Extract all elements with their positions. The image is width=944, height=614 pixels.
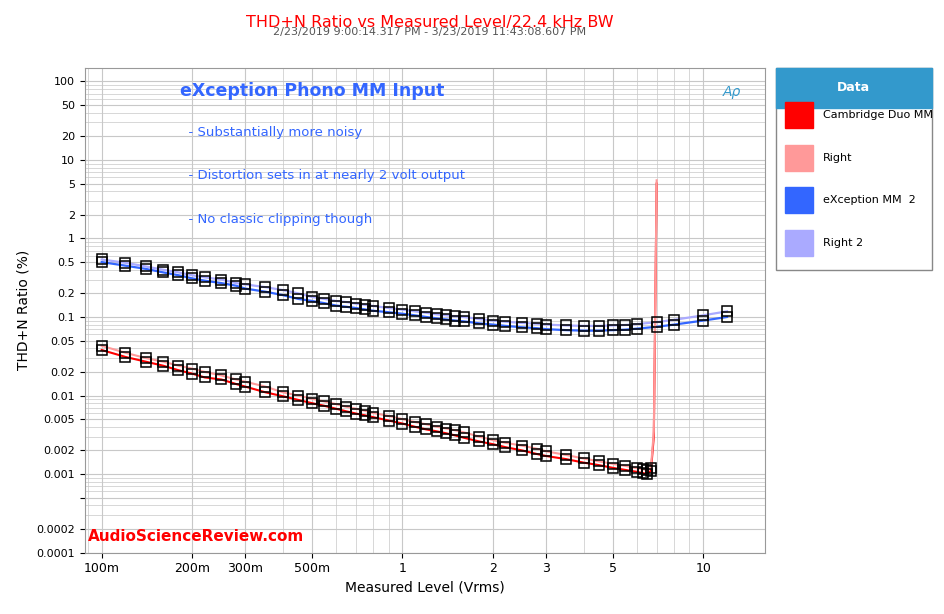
Bar xyxy=(785,230,814,256)
Y-axis label: THD+N Ratio (%): THD+N Ratio (%) xyxy=(17,250,31,370)
Text: - Distortion sets in at nearly 2 volt output: - Distortion sets in at nearly 2 volt ou… xyxy=(180,169,465,182)
Text: THD+N Ratio vs Measured Level/22.4 kHz BW: THD+N Ratio vs Measured Level/22.4 kHz B… xyxy=(245,15,614,30)
Bar xyxy=(776,68,932,108)
Bar xyxy=(785,187,814,214)
Text: 2/23/2019 9:00:14.317 PM - 3/23/2019 11:43:08.607 PM: 2/23/2019 9:00:14.317 PM - 3/23/2019 11:… xyxy=(273,27,586,37)
X-axis label: Measured Level (Vrms): Measured Level (Vrms) xyxy=(345,581,505,595)
Text: - Substantially more noisy: - Substantially more noisy xyxy=(180,126,362,139)
Text: eXception Phono MM Input: eXception Phono MM Input xyxy=(180,82,445,100)
Bar xyxy=(785,102,814,128)
Text: eXception MM  2: eXception MM 2 xyxy=(822,195,916,205)
Text: - No classic clipping though: - No classic clipping though xyxy=(180,213,372,226)
Text: AudioScienceReview.com: AudioScienceReview.com xyxy=(89,529,305,544)
Text: Right: Right xyxy=(822,153,852,163)
Text: Right 2: Right 2 xyxy=(822,238,863,248)
Text: Aρ: Aρ xyxy=(722,85,741,98)
Bar xyxy=(785,144,814,171)
Text: Cambridge Duo MM: Cambridge Duo MM xyxy=(822,110,933,120)
Text: Data: Data xyxy=(837,81,870,95)
